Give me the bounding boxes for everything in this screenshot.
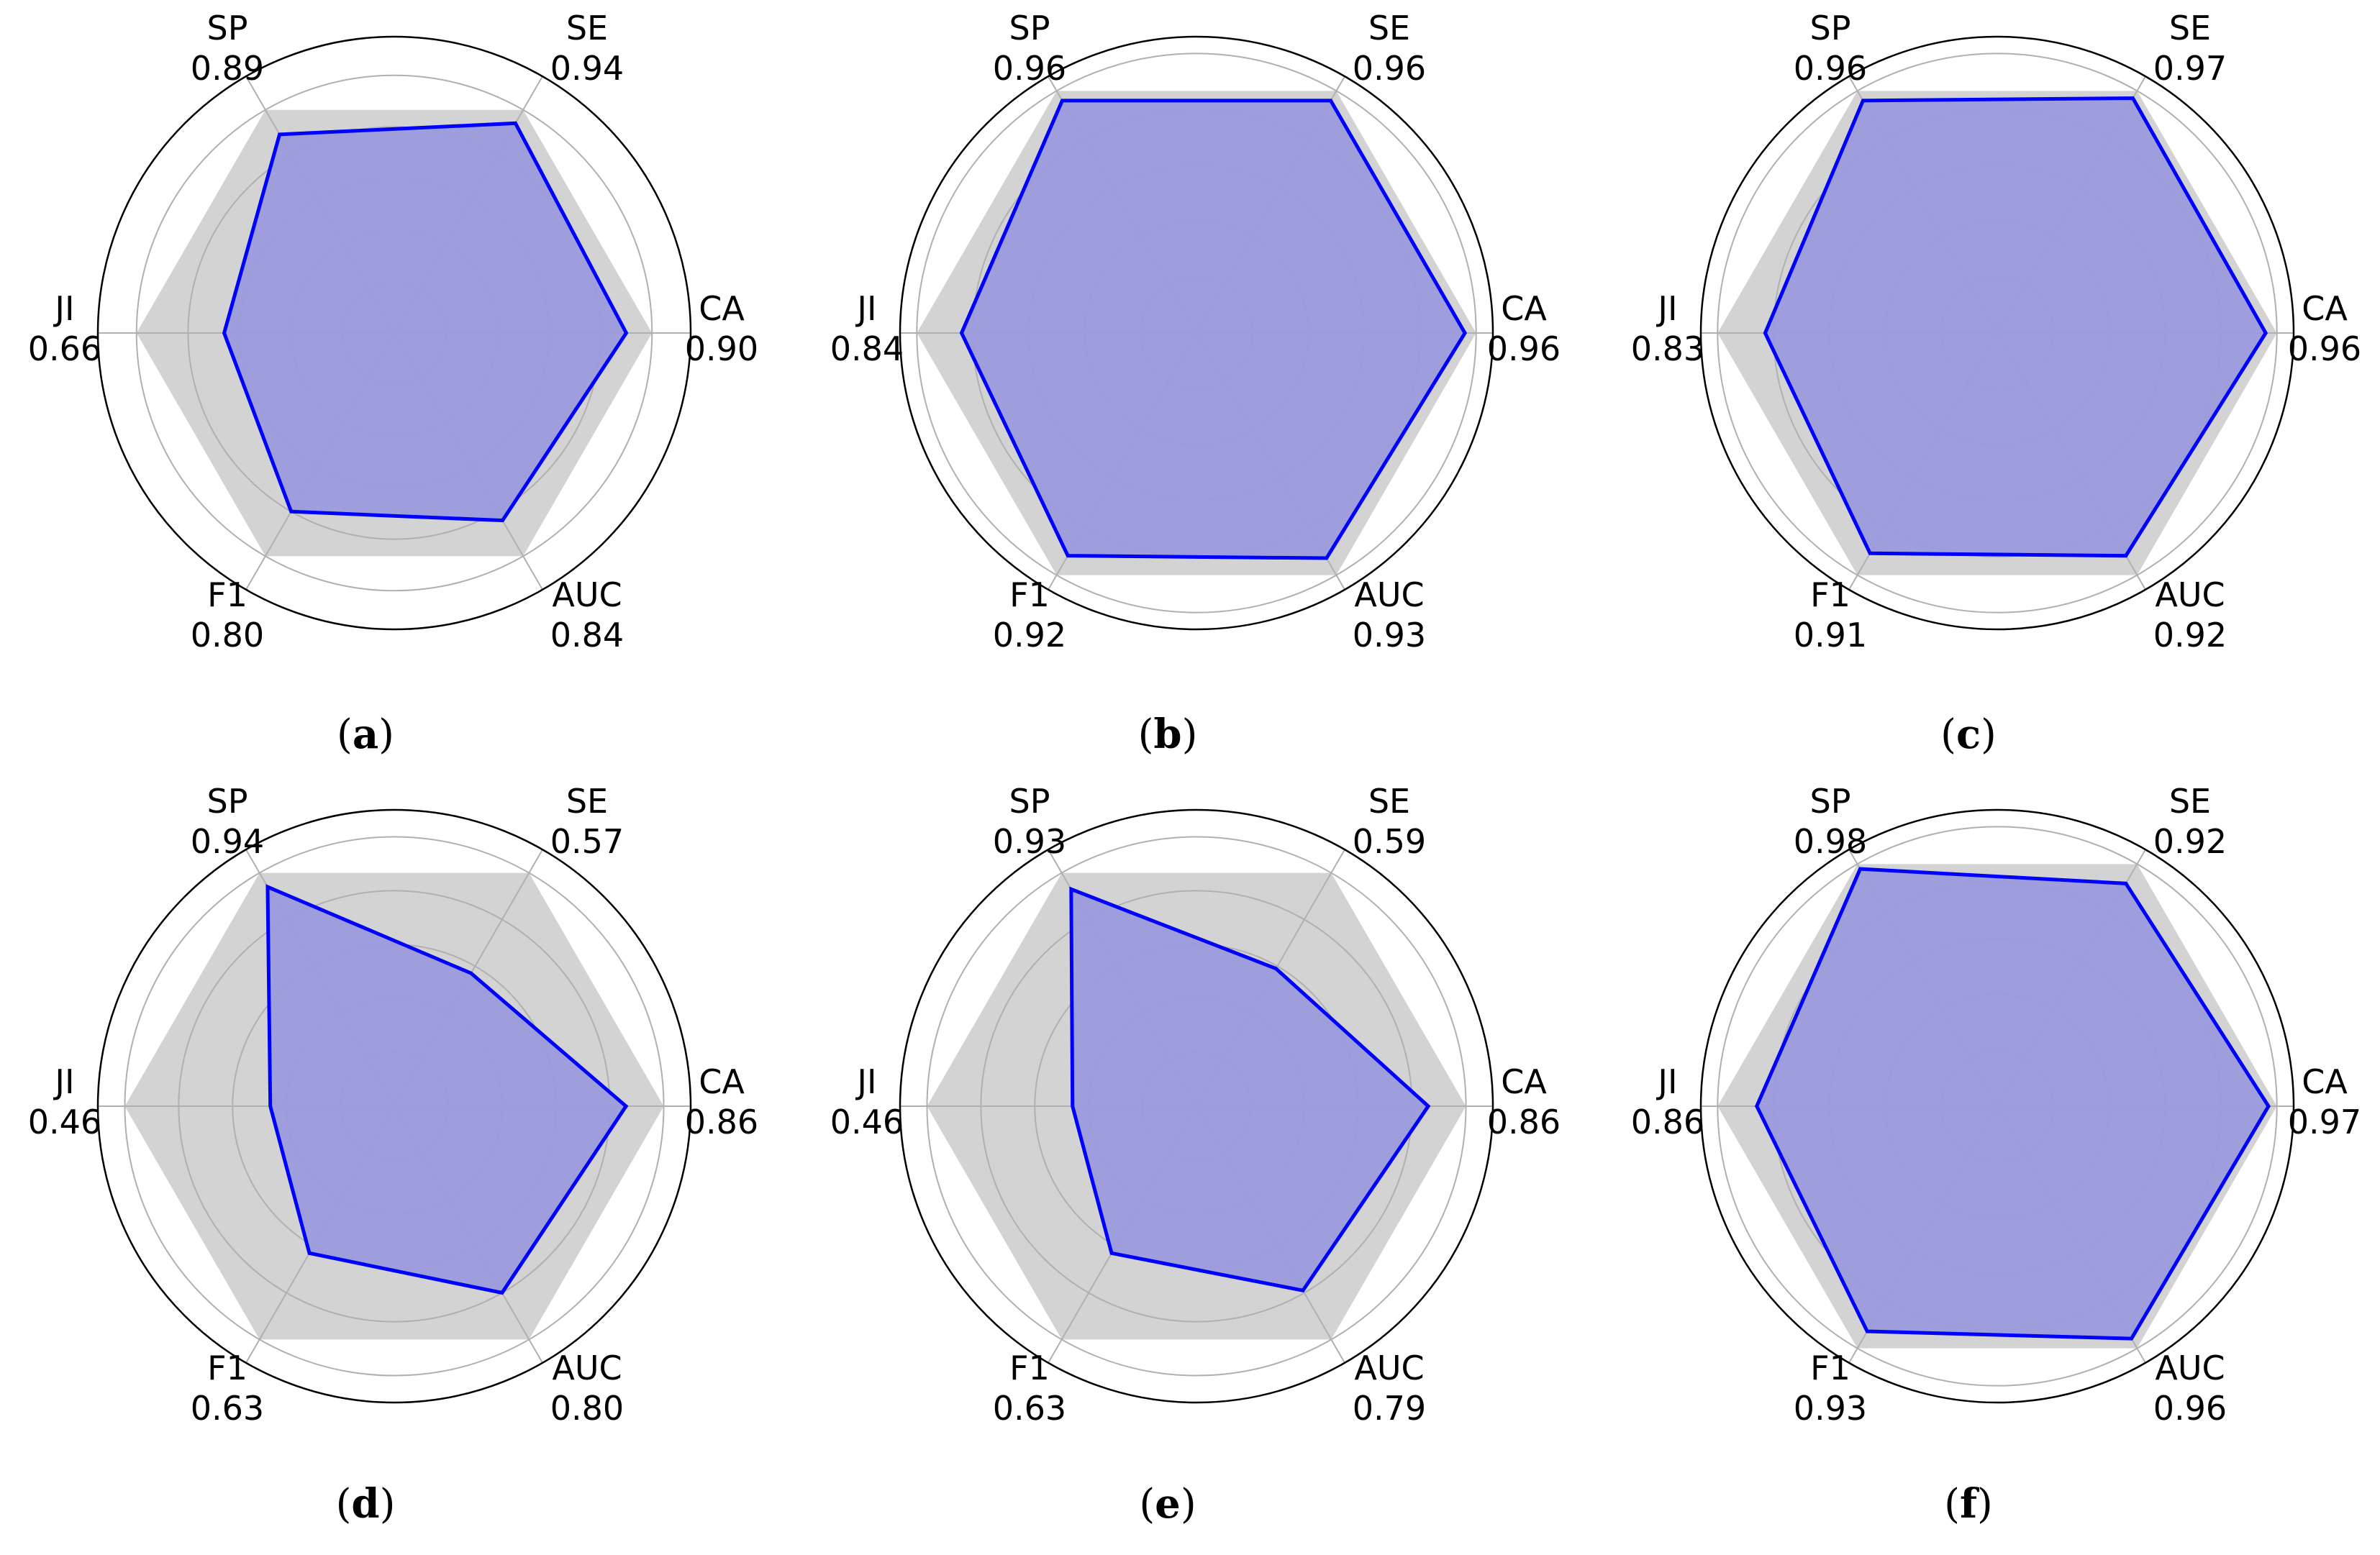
value-label-se: 0.96 bbox=[1353, 49, 1426, 88]
axis-label-sp: SP bbox=[1810, 782, 1851, 821]
subfigure-caption: (a) bbox=[337, 711, 394, 758]
axis-label-ca: CA bbox=[1501, 289, 1547, 328]
axis-label-ca: CA bbox=[699, 289, 745, 328]
value-label-auc: 0.96 bbox=[2153, 1389, 2227, 1428]
value-label-ji: 0.84 bbox=[830, 329, 904, 368]
value-label-auc: 0.92 bbox=[2153, 616, 2227, 655]
outer-frame bbox=[899, 808, 1494, 1404]
series-area bbox=[959, 99, 1468, 560]
outer-frame bbox=[96, 35, 692, 631]
axis-label-f1: F1 bbox=[1810, 575, 1850, 614]
axis-label-auc: AUC bbox=[1354, 1349, 1424, 1387]
axis-label-ji: JI bbox=[53, 289, 74, 328]
value-label-ji: 0.46 bbox=[830, 1103, 904, 1141]
axis-label-sp: SP bbox=[1009, 9, 1050, 47]
value-label-f1: 0.63 bbox=[993, 1389, 1066, 1428]
value-label-ji: 0.86 bbox=[1631, 1103, 1704, 1141]
axis-label-f1: F1 bbox=[1009, 575, 1050, 614]
value-label-sp: 0.98 bbox=[1794, 822, 1867, 861]
axis-label-auc: AUC bbox=[2155, 1349, 2225, 1387]
value-label-se: 0.92 bbox=[2153, 822, 2227, 861]
value-label-ji: 0.66 bbox=[28, 329, 101, 368]
axis-label-ji: JI bbox=[1655, 1062, 1677, 1101]
axis-label-f1: F1 bbox=[207, 1349, 247, 1387]
axis-label-ji: JI bbox=[53, 1062, 74, 1101]
axis-label-sp: SP bbox=[207, 782, 248, 821]
axis-label-se: SE bbox=[1368, 9, 1410, 47]
outer-frame bbox=[899, 35, 1494, 631]
value-label-se: 0.59 bbox=[1353, 822, 1426, 861]
value-label-ca: 0.86 bbox=[1487, 1103, 1561, 1141]
value-label-auc: 0.80 bbox=[550, 1389, 624, 1428]
subfigure-caption: (c) bbox=[1940, 711, 1997, 758]
axis-label-sp: SP bbox=[1009, 782, 1050, 821]
axis-label-ca: CA bbox=[2302, 1062, 2348, 1101]
value-label-ca: 0.96 bbox=[1487, 329, 1561, 368]
value-label-ca: 0.90 bbox=[685, 329, 758, 368]
value-label-sp: 0.89 bbox=[191, 49, 264, 88]
value-label-se: 0.57 bbox=[550, 822, 624, 861]
axis-label-ca: CA bbox=[699, 1062, 745, 1101]
value-label-sp: 0.96 bbox=[993, 49, 1066, 88]
axis-label-se: SE bbox=[2169, 9, 2211, 47]
value-label-f1: 0.80 bbox=[191, 616, 264, 655]
axis-label-f1: F1 bbox=[1810, 1349, 1850, 1387]
axis-label-auc: AUC bbox=[2155, 575, 2225, 614]
axis-label-auc: AUC bbox=[552, 575, 622, 614]
value-label-auc: 0.93 bbox=[1353, 616, 1426, 655]
axis-label-auc: AUC bbox=[1354, 575, 1424, 614]
axis-label-ji: JI bbox=[855, 289, 876, 328]
value-label-f1: 0.92 bbox=[993, 616, 1066, 655]
value-label-sp: 0.93 bbox=[993, 822, 1066, 861]
axis-label-se: SE bbox=[566, 9, 608, 47]
axis-label-se: SE bbox=[2169, 782, 2211, 821]
axis-label-se: SE bbox=[566, 782, 608, 821]
value-label-sp: 0.96 bbox=[1794, 49, 1867, 88]
axis-label-auc: AUC bbox=[552, 1349, 622, 1387]
value-label-ji: 0.83 bbox=[1631, 329, 1704, 368]
value-label-auc: 0.84 bbox=[550, 616, 624, 655]
value-label-f1: 0.93 bbox=[1794, 1389, 1867, 1428]
axis-label-sp: SP bbox=[207, 9, 248, 47]
value-label-auc: 0.79 bbox=[1353, 1389, 1426, 1428]
value-label-se: 0.97 bbox=[2153, 49, 2227, 88]
axis-label-ji: JI bbox=[1655, 289, 1677, 328]
subfigure-caption: (f) bbox=[1944, 1480, 1993, 1528]
axis-label-sp: SP bbox=[1810, 9, 1851, 47]
axis-label-f1: F1 bbox=[207, 575, 247, 614]
value-label-ca: 0.86 bbox=[685, 1103, 758, 1141]
subfigure-caption: (e) bbox=[1139, 1480, 1196, 1528]
axis-label-ca: CA bbox=[2302, 289, 2348, 328]
axis-label-se: SE bbox=[1368, 782, 1410, 821]
value-label-ca: 0.97 bbox=[2288, 1103, 2361, 1141]
value-label-ca: 0.96 bbox=[2288, 329, 2361, 368]
axis-label-f1: F1 bbox=[1009, 1349, 1050, 1387]
subfigure-caption: (d) bbox=[336, 1480, 396, 1528]
value-label-sp: 0.94 bbox=[191, 822, 264, 861]
value-label-ji: 0.46 bbox=[28, 1103, 101, 1141]
value-label-f1: 0.91 bbox=[1794, 616, 1867, 655]
outer-frame bbox=[1699, 35, 2295, 631]
outer-frame bbox=[1699, 808, 2295, 1404]
subfigure-caption: (b) bbox=[1138, 711, 1198, 758]
value-label-f1: 0.63 bbox=[191, 1389, 264, 1428]
axis-label-ji: JI bbox=[855, 1062, 876, 1101]
series-area bbox=[1763, 96, 2268, 558]
outer-frame bbox=[96, 808, 692, 1404]
value-label-se: 0.94 bbox=[550, 49, 624, 88]
axis-label-ca: CA bbox=[1501, 1062, 1547, 1101]
